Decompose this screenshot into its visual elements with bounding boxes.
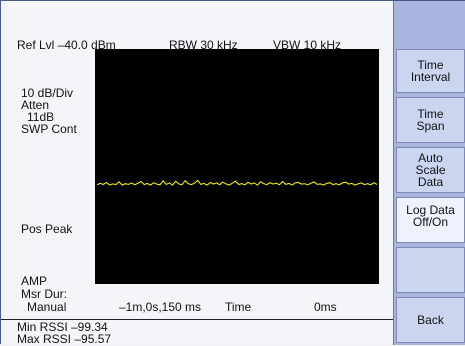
x-axis-label: Time <box>225 300 252 314</box>
min-rssi-readout: Min RSSI –99.34 <box>17 320 108 334</box>
amp-label: AMP <box>21 274 48 288</box>
rbw-readout: RBW 30 kHz <box>169 38 238 52</box>
softkey-header <box>396 3 465 47</box>
log-data-toggle-button[interactable]: Log Data Off/On <box>396 197 465 243</box>
trace-plot <box>95 49 379 284</box>
back-button[interactable]: Back <box>396 297 465 343</box>
softkey-panel: Time Interval Time Span Auto Scale Data … <box>393 1 465 345</box>
time-span-button[interactable]: Time Span <box>396 97 465 143</box>
divider <box>1 319 393 320</box>
msr-dur-label: Msr Dur: <box>21 287 67 301</box>
sweep-mode: SWP Cont <box>21 122 77 136</box>
time-interval-button[interactable]: Time Interval <box>396 49 465 93</box>
scale-readout: 10 dB/Div <box>21 86 74 100</box>
x-axis-end: 0ms <box>314 300 337 314</box>
ref-level-readout: Ref Lvl –40.0 dBm <box>17 38 116 52</box>
atten-value: 11dB <box>27 110 55 124</box>
x-axis-start: –1m,0s,150 ms <box>119 300 202 314</box>
trace-canvas <box>96 179 378 186</box>
rssi-trace <box>96 179 378 186</box>
display-area: Ref Lvl –40.0 dBm RBW 30 kHz VBW 10 kHz … <box>1 1 393 345</box>
atten-label: Atten <box>21 98 50 112</box>
vbw-readout: VBW 10 kHz <box>273 38 342 52</box>
msr-dur-value: Manual <box>27 300 67 314</box>
detector-mode: Pos Peak <box>21 222 73 236</box>
max-rssi-readout: Max RSSI –95.57 <box>17 332 112 346</box>
auto-scale-data-button[interactable]: Auto Scale Data <box>396 147 465 193</box>
blank-softkey[interactable] <box>396 247 465 293</box>
